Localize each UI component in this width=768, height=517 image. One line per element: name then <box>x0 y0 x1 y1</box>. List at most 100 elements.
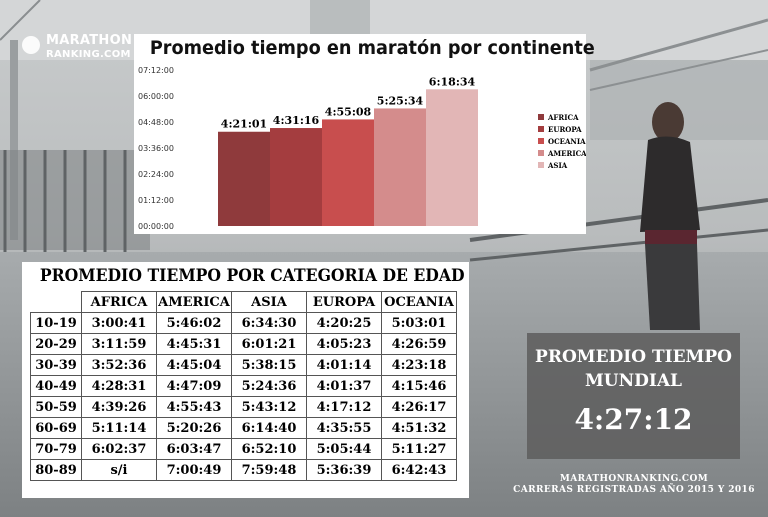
table-row: 70-79 6:02:37 6:03:47 6:52:10 5:05:44 5:11:27 <box>30 438 457 460</box>
continent-chart-panel: Promedio tiempo en maratón por continent… <box>134 34 595 234</box>
time-cell: 4:01:37 <box>306 375 382 397</box>
time-cell: 6:01:21 <box>231 333 307 355</box>
logo-mark-icon <box>22 36 40 54</box>
y-tick-label: 06:00:00 <box>138 92 174 101</box>
time-cell: 5:43:12 <box>231 396 307 418</box>
time-cell: 5:11:27 <box>381 438 457 460</box>
footer-site: MARATHONRANKING.COM <box>559 474 709 484</box>
legend-label: AMERICA <box>547 149 586 158</box>
bar-value-label: 4:21:01 <box>221 118 267 131</box>
y-tick-label: 00:00:00 <box>138 222 174 231</box>
col-header-africa: AFRICA <box>81 291 157 313</box>
time-cell: 4:51:32 <box>381 417 457 439</box>
bar-value-label: 6:18:34 <box>429 75 476 88</box>
age-range-cell: 80-89 <box>30 459 82 481</box>
time-cell: 6:02:37 <box>81 438 157 460</box>
chart-title: Promedio tiempo en maratón por continent… <box>149 37 595 59</box>
time-cell: 5:20:26 <box>156 417 232 439</box>
legend-label: EUROPA <box>548 125 582 134</box>
time-cell: 5:46:02 <box>156 312 232 334</box>
time-cell: 5:24:36 <box>231 375 307 397</box>
time-cell: 6:34:30 <box>231 312 307 334</box>
logo-line-2: RANKING.COM <box>46 49 131 60</box>
time-cell: 3:00:41 <box>81 312 157 334</box>
y-tick-label: 02:24:00 <box>138 170 174 179</box>
age-range-cell: 70-79 <box>30 438 82 460</box>
col-header-america: AMERICA <box>156 291 232 313</box>
y-tick-label: 04:48:00 <box>138 118 174 127</box>
time-cell: 4:35:55 <box>306 417 382 439</box>
time-cell: 4:47:09 <box>156 375 232 397</box>
bar-value-label: 4:31:16 <box>273 114 320 127</box>
table-header-row: AFRICA AMERICA ASIA EUROPA OCEANIA <box>30 291 457 313</box>
bar-america <box>374 108 426 226</box>
time-cell: 4:45:04 <box>156 354 232 376</box>
time-cell: 4:23:18 <box>381 354 457 376</box>
legend-swatch <box>538 114 544 120</box>
time-cell: 6:14:40 <box>231 417 307 439</box>
time-cell: s/i <box>81 459 157 481</box>
age-range-cell: 30-39 <box>30 354 82 376</box>
bar-value-label: 5:25:34 <box>377 94 424 107</box>
global-average-panel: PROMEDIO TIEMPO MUNDIAL 4:27:12 <box>527 333 740 459</box>
age-range-cell: 50-59 <box>30 396 82 418</box>
footer-credit: MARATHONRANKING.COM CARRERAS REGISTRADAS… <box>508 474 760 496</box>
table-row: 60-69 5:11:14 5:20:26 6:14:40 4:35:55 4:51:32 <box>30 417 457 439</box>
table-row: 20-29 3:11:59 4:45:31 6:01:21 4:05:23 4:26:59 <box>30 333 457 355</box>
time-cell: 4:17:12 <box>306 396 382 418</box>
time-cell: 6:03:47 <box>156 438 232 460</box>
bar-oceania <box>322 119 374 226</box>
time-cell: 4:45:31 <box>156 333 232 355</box>
time-cell: 7:59:48 <box>231 459 307 481</box>
col-header-oceania: OCEANIA <box>381 291 457 313</box>
time-cell: 5:38:15 <box>231 354 307 376</box>
bar-africa <box>218 131 270 226</box>
time-cell: 5:36:39 <box>306 459 382 481</box>
age-range-cell: 10-19 <box>30 312 82 334</box>
legend-swatch <box>538 126 544 132</box>
table-row: 80-89 s/i 7:00:49 7:59:48 5:36:39 6:42:43 <box>30 459 457 481</box>
col-header-europa: EUROPA <box>306 291 382 313</box>
bar-asia <box>426 89 478 226</box>
age-range-cell: 20-29 <box>30 333 82 355</box>
time-cell: 4:01:14 <box>306 354 382 376</box>
table-corner-cell <box>30 291 82 313</box>
footer-note: CARRERAS REGISTRADAS AÑO 2015 Y 2016 <box>513 485 755 495</box>
y-tick-label: 01:12:00 <box>138 196 174 205</box>
legend-swatch <box>538 150 544 156</box>
time-cell: 4:20:25 <box>306 312 382 334</box>
bar-value-label: 4:55:08 <box>325 105 372 118</box>
table-row: 30-39 3:52:36 4:45:04 5:38:15 4:01:14 4:23:18 <box>30 354 457 376</box>
global-average-value: 4:27:12 <box>574 403 693 436</box>
time-cell: 6:52:10 <box>231 438 307 460</box>
bar-europa <box>270 128 322 226</box>
time-cell: 5:05:44 <box>306 438 382 460</box>
time-cell: 4:39:26 <box>81 396 157 418</box>
time-cell: 6:42:43 <box>381 459 457 481</box>
time-cell: 7:00:49 <box>156 459 232 481</box>
table-row: 40-49 4:28:31 4:47:09 5:24:36 4:01:37 4:15:46 <box>30 375 457 397</box>
age-range-cell: 60-69 <box>30 417 82 439</box>
time-cell: 3:11:59 <box>81 333 157 355</box>
legend-swatch <box>538 138 544 144</box>
table-row: 50-59 4:39:26 4:55:43 5:43:12 4:17:12 4:26:17 <box>30 396 457 418</box>
time-cell: 4:26:59 <box>381 333 457 355</box>
time-cell: 4:55:43 <box>156 396 232 418</box>
age-category-table: AFRICA AMERICA ASIA EUROPA OCEANIA 10-19… <box>30 291 457 481</box>
time-cell: 4:05:23 <box>306 333 382 355</box>
marathonranking-logo: MARATHON RANKING.COM <box>22 34 132 62</box>
time-cell: 3:52:36 <box>81 354 157 376</box>
global-average-label: PROMEDIO TIEMPO MUNDIAL <box>535 347 732 391</box>
time-cell: 5:11:14 <box>81 417 157 439</box>
col-header-asia: ASIA <box>231 291 307 313</box>
legend-label: OCEANIA <box>548 137 586 146</box>
y-tick-label: 03:36:00 <box>138 144 174 153</box>
time-cell: 4:15:46 <box>381 375 457 397</box>
time-cell: 4:26:17 <box>381 396 457 418</box>
legend-label: AFRICA <box>547 113 579 122</box>
time-cell: 5:03:01 <box>381 312 457 334</box>
age-category-table-panel: PROMEDIO TIEMPO POR CATEGORIA DE EDAD AF… <box>22 262 469 498</box>
table-row: 10-19 3:00:41 5:46:02 6:34:30 4:20:25 5:03:01 <box>30 312 457 334</box>
y-tick-label: 07:12:00 <box>138 66 174 75</box>
continent-bar-chart: 07:12:00 06:00:00 04:48:00 03:36:00 02:24:00… <box>138 66 586 231</box>
